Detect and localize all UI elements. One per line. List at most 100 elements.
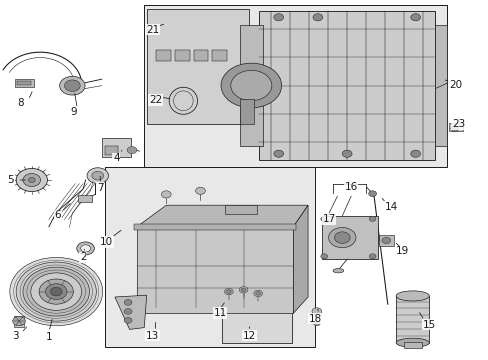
Circle shape: [410, 14, 420, 21]
Bar: [105, 167, 315, 347]
Bar: [239, 25, 263, 146]
Circle shape: [273, 150, 283, 157]
Circle shape: [31, 273, 81, 310]
Circle shape: [313, 321, 320, 326]
Circle shape: [450, 126, 458, 131]
Text: 8: 8: [17, 98, 24, 108]
Bar: [378, 235, 393, 246]
Text: 12: 12: [242, 330, 256, 341]
Circle shape: [45, 284, 67, 300]
Bar: [156, 50, 171, 61]
Polygon shape: [115, 295, 146, 329]
Circle shape: [410, 150, 420, 157]
Bar: [17, 81, 31, 85]
Bar: [448, 123, 462, 131]
Circle shape: [221, 63, 281, 108]
Circle shape: [77, 242, 94, 255]
Circle shape: [320, 254, 327, 259]
Polygon shape: [137, 205, 307, 227]
Text: 11: 11: [213, 308, 226, 318]
Ellipse shape: [395, 291, 428, 301]
Bar: [78, 195, 92, 202]
Bar: [146, 9, 249, 124]
Circle shape: [195, 187, 205, 194]
Circle shape: [255, 292, 260, 295]
Bar: [239, 99, 254, 124]
Circle shape: [224, 288, 233, 295]
Circle shape: [381, 237, 390, 244]
Text: 9: 9: [70, 107, 77, 117]
Circle shape: [311, 308, 321, 315]
Circle shape: [127, 147, 137, 154]
Circle shape: [16, 262, 96, 321]
Text: 16: 16: [344, 182, 357, 192]
Circle shape: [320, 216, 327, 221]
Bar: [193, 50, 208, 61]
Circle shape: [328, 228, 355, 248]
Circle shape: [50, 287, 62, 296]
Bar: [403, 342, 421, 348]
Bar: [102, 138, 131, 157]
Bar: [221, 268, 292, 343]
Text: 10: 10: [100, 237, 113, 247]
Bar: [175, 50, 189, 61]
Circle shape: [60, 76, 85, 95]
Text: 14: 14: [384, 202, 397, 212]
Circle shape: [23, 267, 89, 316]
Bar: [144, 5, 447, 167]
Polygon shape: [137, 227, 293, 313]
Bar: [14, 316, 24, 327]
Bar: [224, 205, 256, 214]
Circle shape: [124, 300, 132, 305]
Text: 15: 15: [422, 320, 435, 330]
Text: 17: 17: [322, 214, 335, 224]
Circle shape: [13, 316, 25, 326]
Text: 13: 13: [145, 330, 159, 341]
Text: 21: 21: [145, 24, 159, 35]
Circle shape: [87, 168, 108, 184]
Text: 23: 23: [451, 119, 465, 129]
Text: 7: 7: [97, 183, 103, 193]
Circle shape: [342, 150, 351, 157]
Circle shape: [334, 232, 349, 243]
Polygon shape: [293, 205, 307, 313]
Circle shape: [368, 216, 375, 221]
Circle shape: [368, 191, 376, 197]
Circle shape: [16, 168, 47, 192]
Ellipse shape: [395, 338, 428, 347]
Bar: [212, 50, 226, 61]
Circle shape: [124, 309, 132, 314]
Text: 20: 20: [448, 80, 461, 90]
Bar: [104, 146, 118, 155]
Circle shape: [226, 290, 231, 293]
Bar: [134, 224, 295, 230]
Circle shape: [92, 171, 103, 180]
Text: 1: 1: [45, 332, 52, 342]
Circle shape: [368, 254, 375, 259]
Bar: [395, 296, 428, 343]
Text: 19: 19: [394, 246, 408, 256]
Circle shape: [239, 287, 247, 293]
Text: 22: 22: [148, 95, 162, 105]
Text: 4: 4: [113, 153, 120, 163]
Circle shape: [161, 191, 171, 198]
Text: 6: 6: [54, 210, 61, 220]
Circle shape: [39, 279, 73, 304]
Circle shape: [273, 14, 283, 21]
Text: 18: 18: [308, 314, 322, 324]
Circle shape: [312, 14, 322, 21]
Text: 3: 3: [12, 330, 19, 341]
Circle shape: [124, 318, 132, 323]
Bar: [15, 79, 34, 87]
Bar: [434, 25, 447, 146]
Text: 2: 2: [80, 252, 86, 262]
Text: 5: 5: [7, 175, 14, 185]
Bar: [259, 11, 434, 160]
Circle shape: [241, 288, 245, 292]
Circle shape: [28, 177, 35, 183]
Bar: [321, 216, 377, 259]
Circle shape: [253, 290, 262, 297]
Circle shape: [230, 71, 271, 100]
Circle shape: [23, 174, 41, 186]
Circle shape: [10, 257, 102, 326]
